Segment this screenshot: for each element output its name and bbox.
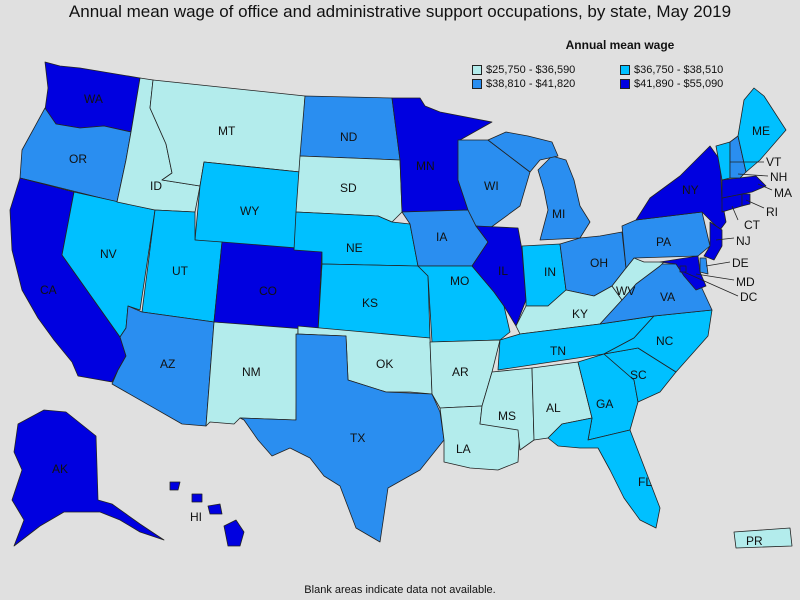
state-label-ks: KS [362, 296, 378, 310]
state-label-md: MD [736, 275, 755, 289]
state-label-tn: TN [550, 344, 566, 358]
state-label-nm: NM [242, 365, 261, 379]
state-label-mn: MN [416, 159, 435, 173]
state-label-de: DE [732, 256, 749, 270]
state-label-wv: WV [616, 284, 635, 298]
state-label-ny: NY [682, 183, 699, 197]
legend-swatch-bin-2 [472, 79, 482, 89]
state-ma[interactable] [721, 175, 767, 199]
state-mi[interactable] [537, 155, 591, 241]
legend-item-bin-3: $41,890 - $55,090 [620, 77, 723, 91]
state-label-dc: DC [740, 290, 758, 304]
state-hi-kauai[interactable] [169, 481, 181, 491]
state-label-hi: HI [190, 510, 202, 524]
state-hi-oahu[interactable] [191, 493, 203, 503]
state-label-fl: FL [638, 475, 652, 489]
state-nj[interactable] [703, 221, 723, 261]
state-label-wa: WA [84, 92, 103, 106]
state-label-sc: SC [630, 368, 647, 382]
legend-item-bin-0: $25,750 - $36,590 [472, 63, 575, 77]
state-label-ga: GA [596, 397, 613, 411]
legend-label-bin-0: $25,750 - $36,590 [486, 64, 576, 76]
state-hi-maui[interactable] [207, 503, 223, 515]
state-label-co: CO [259, 284, 277, 298]
state-label-az: AZ [160, 357, 175, 371]
state-label-ri: RI [766, 205, 778, 219]
state-de[interactable] [699, 257, 709, 275]
state-label-nd: ND [340, 130, 358, 144]
state-label-sd: SD [340, 181, 357, 195]
state-ks[interactable] [317, 263, 431, 339]
state-label-ky: KY [572, 307, 588, 321]
state-label-nv: NV [100, 247, 117, 261]
state-label-ca: CA [40, 283, 57, 297]
state-label-vt: VT [766, 155, 782, 169]
state-label-or: OR [69, 152, 87, 166]
legend-swatch-bin-3 [620, 79, 630, 89]
state-label-me: ME [752, 124, 770, 138]
state-label-ms: MS [498, 409, 516, 423]
state-tx[interactable] [239, 333, 445, 543]
state-md[interactable] [659, 255, 707, 291]
state-label-ar: AR [452, 365, 469, 379]
state-nh[interactable] [729, 135, 747, 179]
state-label-ok: OK [376, 357, 393, 371]
state-label-mi: MI [552, 207, 565, 221]
state-label-il: IL [498, 264, 508, 278]
state-label-la: LA [456, 442, 471, 456]
state-label-id: ID [150, 179, 162, 193]
state-label-tx: TX [350, 431, 365, 445]
legend-label-bin-2: $38,810 - $41,820 [486, 78, 576, 90]
legend-swatch-bin-0 [472, 65, 482, 75]
legend-label-bin-3: $41,890 - $55,090 [634, 78, 724, 90]
state-label-al: AL [546, 401, 561, 415]
state-hi[interactable] [223, 519, 245, 547]
state-fl[interactable] [547, 417, 661, 529]
legend-item-bin-1: $36,750 - $38,510 [620, 63, 723, 77]
leader-lines [683, 161, 773, 297]
state-label-ct: CT [744, 218, 761, 232]
state-label-mt: MT [218, 124, 236, 138]
state-il[interactable] [471, 225, 527, 327]
legend-item-bin-2: $38,810 - $41,820 [472, 77, 575, 91]
state-label-nc: NC [656, 334, 674, 348]
state-label-wy: WY [240, 204, 259, 218]
state-label-nj: NJ [736, 234, 751, 248]
state-pr[interactable] [733, 527, 793, 549]
state-dc[interactable] [679, 265, 687, 273]
legend-swatch-bin-1 [620, 65, 630, 75]
legend-label-bin-1: $36,750 - $38,510 [634, 64, 724, 76]
state-label-nh: NH [770, 170, 787, 184]
state-ak[interactable] [11, 409, 165, 547]
state-label-ia: IA [436, 230, 447, 244]
map-title: Annual mean wage of office and administr… [68, 2, 732, 21]
state-label-pa: PA [656, 235, 671, 249]
state-label-pr: PR [746, 534, 763, 548]
state-label-ak: AK [52, 462, 68, 476]
state-label-wi: WI [484, 179, 499, 193]
state-label-oh: OH [590, 256, 608, 270]
state-label-in: IN [544, 265, 556, 279]
state-label-mo: MO [450, 274, 469, 288]
footnote: Blank areas indicate data not available. [304, 584, 496, 596]
state-mi-upper-peninsula[interactable] [487, 131, 559, 173]
state-me[interactable] [737, 87, 787, 173]
state-nd[interactable] [299, 95, 401, 161]
legend-title: Annual mean wage [565, 38, 675, 52]
state-label-ut: UT [172, 264, 189, 278]
state-label-ne: NE [346, 241, 363, 255]
state-labels: WA OR CA NV ID MT WY UT AZ NM CO ND SD N… [40, 92, 792, 548]
state-ny[interactable] [635, 145, 727, 231]
state-label-va: VA [660, 290, 675, 304]
state-label-ma: MA [774, 186, 792, 200]
